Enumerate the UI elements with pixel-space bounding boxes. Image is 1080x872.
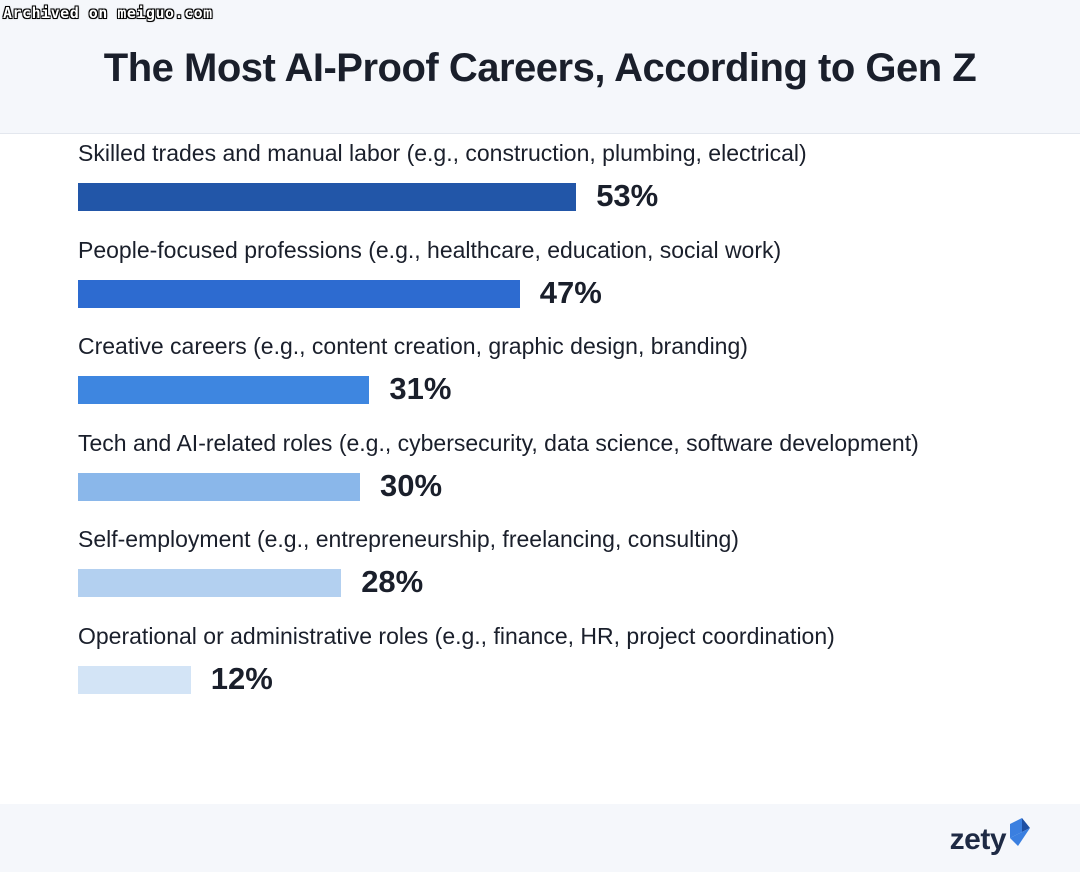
footer: zety xyxy=(0,804,1080,872)
logo-mark-icon xyxy=(1010,818,1030,846)
value-label: 30% xyxy=(380,467,443,503)
bar-row: Operational or administrative roles (e.g… xyxy=(0,577,1080,696)
category-label: Skilled trades and manual labor (e.g., c… xyxy=(78,140,807,166)
bar-row: Tech and AI-related roles (e.g., cyberse… xyxy=(0,384,1080,503)
category-label: Operational or administrative roles (e.g… xyxy=(78,623,835,649)
watermark-text: Archived on meiguo.com xyxy=(3,4,213,22)
chart-title: The Most AI-Proof Careers, According to … xyxy=(103,46,977,90)
bar-chart: Skilled trades and manual labor (e.g., c… xyxy=(0,134,1080,804)
category-label: People-focused professions (e.g., health… xyxy=(78,236,782,263)
category-label: Tech and AI-related roles (e.g., cyberse… xyxy=(78,429,919,456)
bar xyxy=(78,376,370,405)
value-label: 12% xyxy=(210,661,273,696)
bar xyxy=(78,279,520,308)
value-label: 28% xyxy=(361,564,424,600)
category-label: Self-employment (e.g., entrepreneurship,… xyxy=(78,526,739,553)
value-label: 47% xyxy=(539,274,602,310)
value-label: 53% xyxy=(596,178,659,213)
bar xyxy=(78,666,191,694)
bar-row: Creative careers (e.g., content creation… xyxy=(0,287,1080,406)
bar-row: Skilled trades and manual labor (e.g., c… xyxy=(0,94,1080,213)
bar-row: People-focused professions (e.g., health… xyxy=(0,191,1080,310)
bar xyxy=(78,472,360,501)
bar xyxy=(78,183,577,211)
value-label: 31% xyxy=(389,371,452,407)
category-label: Creative careers (e.g., content creation… xyxy=(78,333,748,360)
bar-row: Self-employment (e.g., entrepreneurship,… xyxy=(0,480,1080,599)
zety-logo: zety xyxy=(950,818,1030,862)
logo-text: zety xyxy=(949,823,1007,856)
header: The Most AI-Proof Careers, According to … xyxy=(0,0,1080,134)
bar xyxy=(78,569,342,598)
